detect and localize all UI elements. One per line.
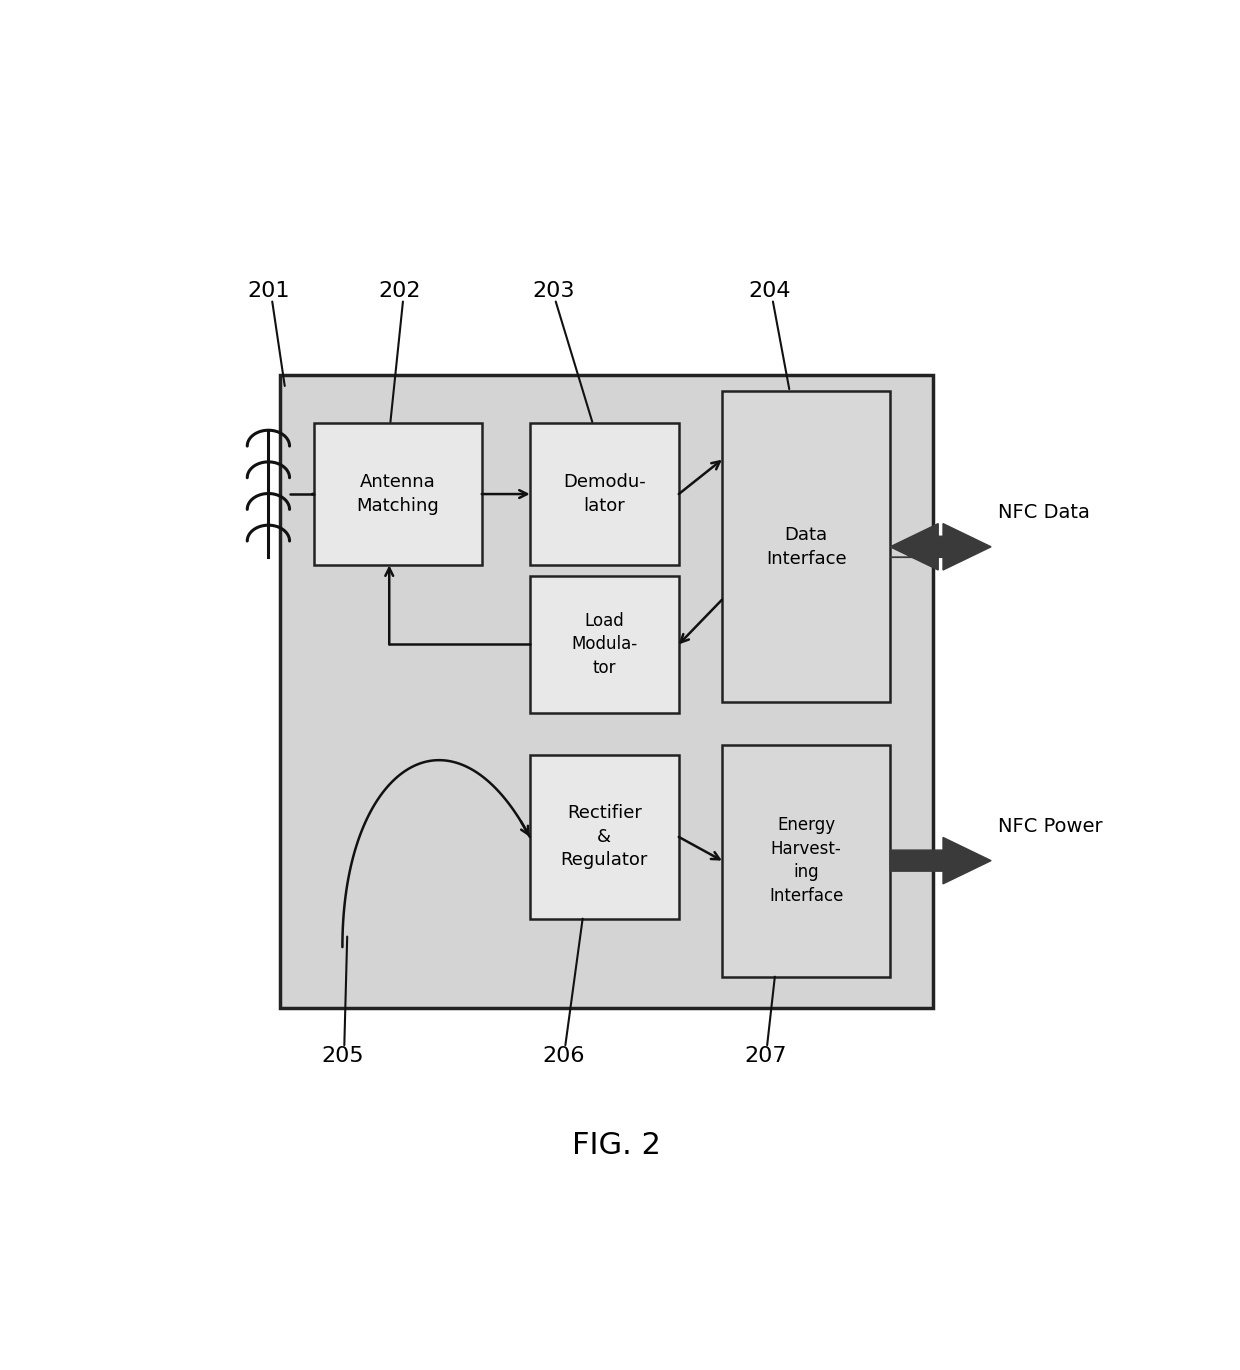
Text: Energy
Harvest-
ing
Interface: Energy Harvest- ing Interface [769, 817, 843, 906]
Text: 201: 201 [247, 281, 290, 301]
Text: 202: 202 [378, 281, 422, 301]
Bar [529, 575, 678, 712]
Bar [529, 423, 678, 566]
Polygon shape [890, 837, 991, 884]
Text: 207: 207 [744, 1045, 786, 1066]
Bar [529, 755, 678, 919]
Bar [722, 745, 890, 977]
Text: Demodu-
lator: Demodu- lator [563, 473, 646, 515]
Polygon shape [890, 523, 991, 570]
Text: NFC Data: NFC Data [998, 503, 1090, 522]
Text: FIG. 2: FIG. 2 [572, 1132, 661, 1160]
Text: NFC Power: NFC Power [998, 818, 1102, 836]
Text: 204: 204 [749, 281, 791, 301]
Bar [314, 423, 481, 566]
Text: Antenna
Matching: Antenna Matching [356, 473, 439, 515]
Text: Load
Modula-
tor: Load Modula- tor [572, 612, 637, 677]
Bar [722, 392, 890, 703]
Bar [280, 375, 934, 1008]
Text: 206: 206 [542, 1045, 585, 1066]
Text: Rectifier
&
Regulator: Rectifier & Regulator [560, 804, 649, 870]
Text: 205: 205 [321, 1045, 363, 1066]
Text: 203: 203 [532, 281, 575, 301]
Text: Data
Interface: Data Interface [766, 526, 847, 567]
